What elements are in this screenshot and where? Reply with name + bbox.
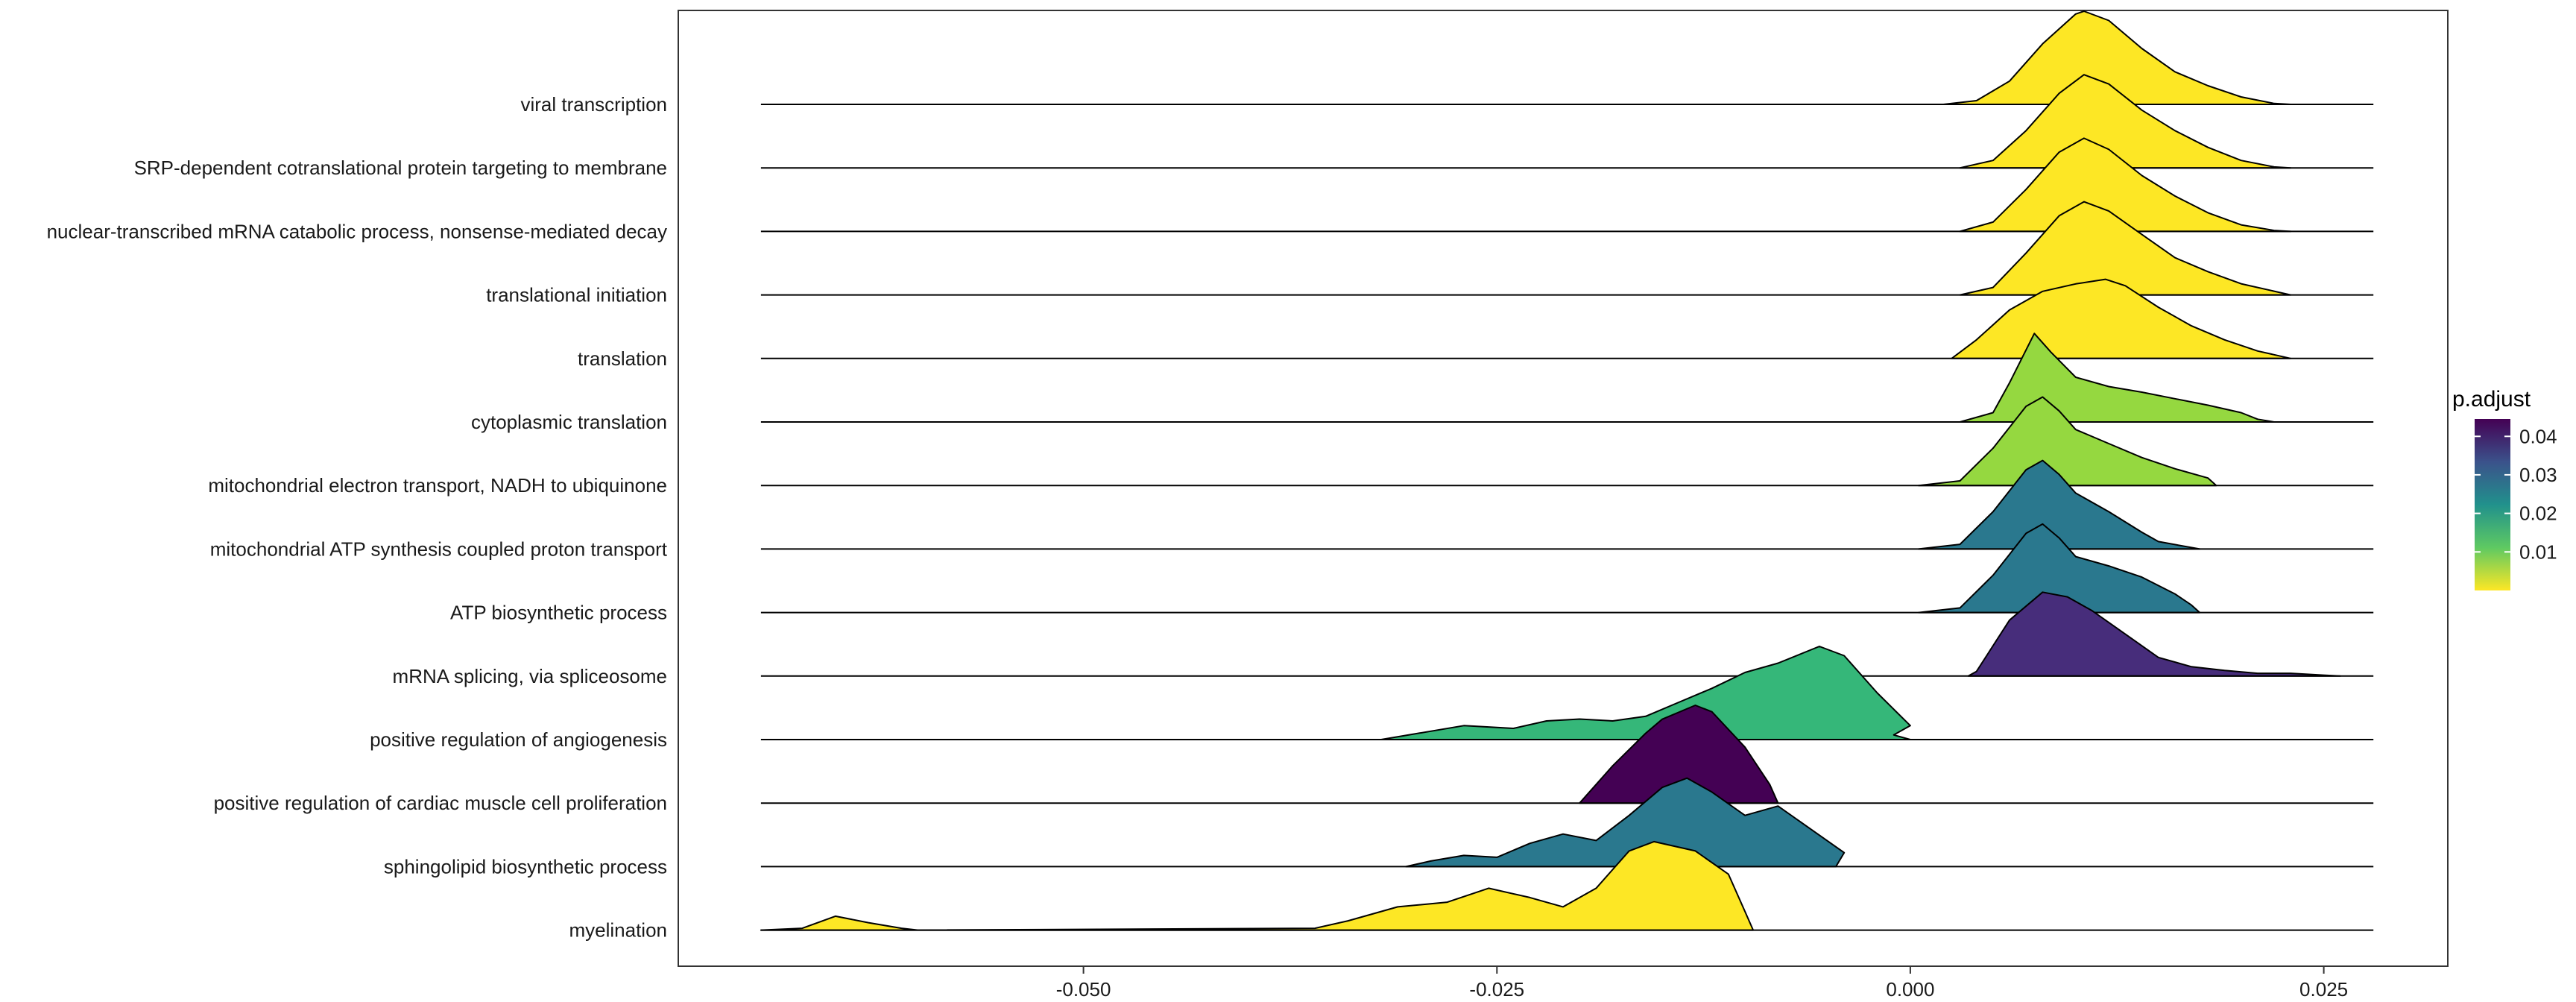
y-label-viral-transcription: viral transcription [520, 93, 667, 116]
ridge-myelination [760, 840, 1755, 931]
y-label-positive-regulation-of-angiogenesis: positive regulation of angiogenesis [370, 728, 667, 751]
ridge-srp-dependent-cotranslational-protein-targeting-to-membrane [1959, 74, 2292, 169]
y-label-sphingolipid-biosynthetic-process: sphingolipid biosynthetic process [384, 855, 667, 877]
ridges-layer [760, 10, 2374, 931]
ridge-mitochondrial-electron-transport-nadh-to-ubiquinone [1918, 396, 2217, 487]
y-label-translational-initiation: translational initiation [486, 284, 667, 306]
y-label-translation: translation [578, 347, 667, 370]
x-axis: -0.050 -0.025 0.000 0.025 [1056, 966, 2348, 1001]
y-axis-labels: viral transcription SRP-dependent cotrans… [47, 93, 668, 942]
y-label-cytoplasmic-translation: cytoplasmic translation [471, 411, 667, 433]
y-label-atp-biosynthetic-process: ATP biosynthetic process [450, 602, 667, 624]
legend-tick-label: 0.04 [2519, 425, 2557, 447]
x-tick-label: 0.000 [1886, 978, 1934, 1001]
y-label-mitochondrial-electron-transport-nadh-to-ubiquinone: mitochondrial electron transport, NADH t… [208, 474, 667, 497]
y-label-myelination: myelination [569, 919, 667, 942]
legend-ticks: 0.01 0.02 0.03 0.04 [2475, 425, 2557, 563]
legend-tick-label: 0.01 [2519, 541, 2557, 563]
y-label-nuclear-transcribed-mrna-catabolic-process-nonsense-mediated-decay: nuclear-transcribed mRNA catabolic proce… [47, 220, 667, 242]
legend-title: p.adjust [2452, 387, 2531, 412]
y-label-mrna-splicing-via-spliceosome: mRNA splicing, via spliceosome [393, 665, 667, 687]
y-label-srp-dependent-cotranslational-protein-targeting-to-membrane: SRP-dependent cotranslational protein ta… [134, 157, 667, 179]
color-legend: p.adjust 0.01 0.02 0.03 0.04 [2452, 387, 2557, 590]
ridge-viral-transcription [1942, 10, 2292, 105]
ridge-positive-regulation-of-angiogenesis [1380, 646, 1911, 740]
ridge-atp-biosynthetic-process [1918, 523, 2201, 614]
x-tick-label: -0.050 [1056, 978, 1111, 1001]
ridge-sphingolipid-biosynthetic-process [1405, 777, 1846, 868]
y-label-mitochondrial-atp-synthesis-coupled-proton-transport: mitochondrial ATP synthesis coupled prot… [210, 538, 668, 560]
ridge-mitochondrial-atp-synthesis-coupled-proton-transport [1918, 459, 2201, 550]
x-tick-label: 0.025 [2299, 978, 2348, 1001]
panel-border [678, 10, 2449, 967]
ridge-nuclear-transcribed-mrna-catabolic-process-nonsense-mediated-decay [1959, 137, 2292, 233]
ridge-translational-initiation [1959, 201, 2292, 296]
ridge-mrna-splicing-via-spliceosome [1967, 591, 2341, 677]
x-tick-label: -0.025 [1469, 978, 1524, 1001]
legend-colorbar [2475, 419, 2510, 590]
legend-tick-label: 0.02 [2519, 502, 2557, 525]
legend-tick-label: 0.03 [2519, 464, 2557, 486]
ridge-positive-regulation-of-cardiac-muscle-cell-proliferation [1579, 705, 1779, 804]
y-label-positive-regulation-of-cardiac-muscle-cell-proliferation: positive regulation of cardiac muscle ce… [214, 792, 667, 814]
